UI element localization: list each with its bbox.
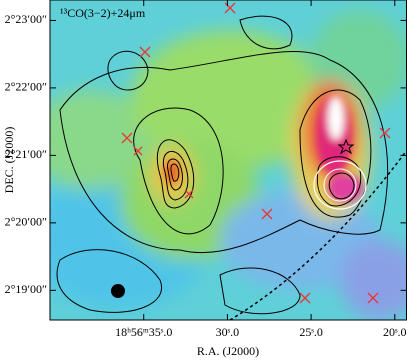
x-tick-label: 18ʰ56ᵐ35ˢ.0 <box>115 325 172 339</box>
y-tick-label: 2°23′00″ <box>5 12 47 26</box>
x-tick-label: 20ˢ.0 <box>383 325 407 339</box>
y-axis-label: DEC. (J2000) <box>2 127 16 194</box>
y-tick-label: 2°21′00″ <box>5 147 47 161</box>
y-tick-label: 2°19′00″ <box>5 282 47 296</box>
y-tick-label: 2°22′00″ <box>5 80 47 94</box>
y-tick-label: 2°20′00″ <box>5 215 47 229</box>
annotation: ¹³CO(3−2)+24μm <box>60 6 146 20</box>
x-axis-label: R.A. (J2000) <box>197 344 259 358</box>
x-tick-label: 30ˢ.0 <box>216 325 240 339</box>
x-tick-label: 25ˢ.0 <box>299 325 323 339</box>
sky-image <box>50 0 407 320</box>
